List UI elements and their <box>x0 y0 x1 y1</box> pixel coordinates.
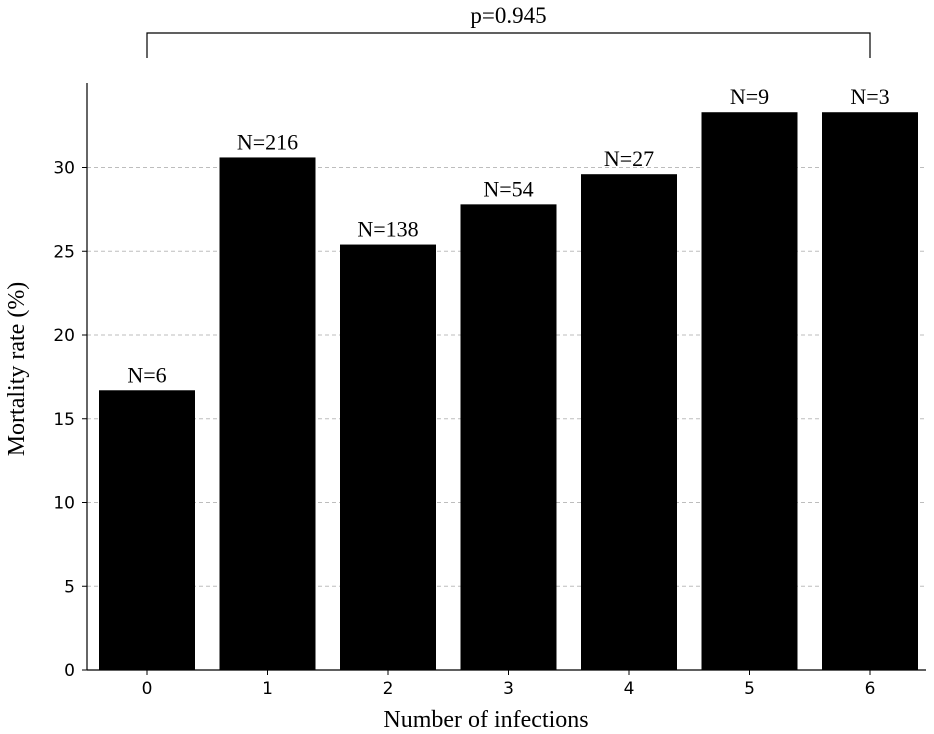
x-tick-label: 4 <box>624 679 635 699</box>
bracket-line <box>146 32 871 58</box>
bar <box>99 390 195 670</box>
significance-bracket: p=0.945 <box>146 3 871 58</box>
y-tick-label: 0 <box>64 661 75 681</box>
p-value-label: p=0.945 <box>470 3 546 28</box>
y-tick-label: 15 <box>53 410 75 430</box>
bar <box>701 112 798 671</box>
bars <box>99 112 918 671</box>
x-tick-label: 1 <box>262 679 273 699</box>
bar-value-label: N=9 <box>730 84 769 109</box>
x-tick-label: 2 <box>383 679 394 699</box>
y-ticks: 0 5 10 15 20 25 30 <box>53 159 87 681</box>
bar-value-label: N=54 <box>483 176 533 201</box>
y-tick-label: 25 <box>53 242 75 262</box>
bar-value-label: N=27 <box>604 146 654 171</box>
bar-value-label: N=6 <box>127 362 166 387</box>
x-ticks: 0 1 2 3 4 5 6 <box>142 670 876 699</box>
y-tick-label: 20 <box>53 326 75 346</box>
bar <box>581 174 677 670</box>
bar-labels: N=6 N=216 N=138 N=54 N=27 N=9 N=3 <box>127 84 889 387</box>
x-tick-label: 6 <box>865 679 876 699</box>
x-tick-label: 5 <box>744 679 755 699</box>
x-tick-label: 0 <box>142 679 153 699</box>
x-axis-label: Number of infections <box>383 707 588 733</box>
bar-value-label: N=3 <box>850 84 889 109</box>
bar <box>219 157 316 670</box>
bar <box>822 112 918 671</box>
y-tick-label: 10 <box>53 494 75 514</box>
y-axis-label: Mortality rate (%) <box>4 282 30 457</box>
bar <box>460 204 557 670</box>
bar-value-label: N=138 <box>357 217 418 242</box>
x-tick-label: 3 <box>503 679 514 699</box>
y-tick-label: 5 <box>64 577 75 597</box>
axes <box>86 83 926 671</box>
bar <box>340 244 436 671</box>
y-tick-label: 30 <box>53 159 75 179</box>
bar-value-label: N=216 <box>237 129 298 154</box>
